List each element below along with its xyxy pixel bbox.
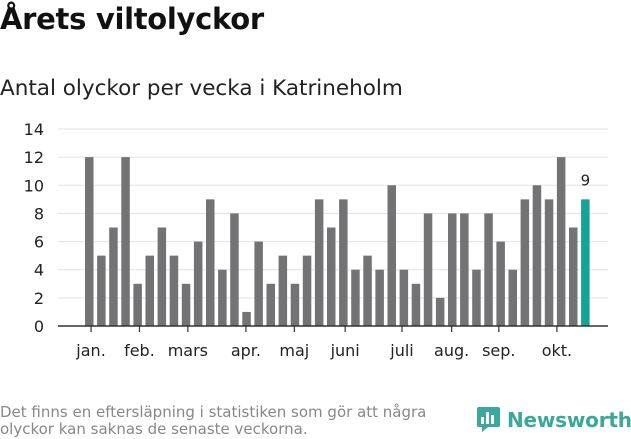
bar <box>508 269 517 326</box>
x-tick-label: mars <box>168 341 208 360</box>
bar <box>290 283 300 326</box>
x-tick-label: aug. <box>434 341 469 360</box>
bar <box>363 255 372 326</box>
newsworthy-logo-icon <box>477 407 500 432</box>
bar <box>448 213 457 326</box>
bar <box>169 255 179 326</box>
bar <box>339 199 348 326</box>
bar <box>423 213 433 326</box>
y-tick-label: 6 <box>34 233 44 252</box>
bar <box>133 283 142 326</box>
bar <box>472 269 481 326</box>
x-tick-label: maj <box>279 341 309 360</box>
bar <box>314 199 324 326</box>
bar <box>520 199 530 326</box>
bar <box>181 283 191 326</box>
bar <box>230 213 239 326</box>
bar <box>145 255 154 326</box>
x-tick-label: apr. <box>231 341 261 360</box>
bar <box>496 241 505 326</box>
y-tick-label: 0 <box>34 317 44 336</box>
bar <box>218 269 227 326</box>
bar <box>435 297 445 326</box>
bar <box>97 255 106 326</box>
y-tick-label: 4 <box>34 261 44 280</box>
bar <box>351 269 360 326</box>
bar <box>278 255 288 326</box>
x-tick-label: okt. <box>542 341 572 360</box>
bar <box>121 157 130 326</box>
bar <box>411 283 421 326</box>
x-tick-label: feb. <box>124 341 155 360</box>
bar <box>254 241 263 326</box>
bar <box>157 227 167 326</box>
bar <box>242 311 251 326</box>
x-tick-label: juli <box>389 341 413 360</box>
brand-name: Newsworthy <box>507 407 631 432</box>
brand-logo[interactable]: Newsworthy <box>476 406 631 433</box>
bar <box>484 213 493 326</box>
bar <box>532 185 542 326</box>
bar <box>556 157 566 326</box>
bar <box>399 269 409 326</box>
bar <box>266 283 275 326</box>
y-tick-label: 8 <box>34 204 44 223</box>
bar <box>375 269 384 326</box>
y-tick-label: 12 <box>24 148 44 167</box>
bar <box>206 199 215 326</box>
x-tick-label: jan. <box>75 341 105 360</box>
chart-subtitle: Antal olyckor per vecka i Katrineholm <box>0 76 403 101</box>
x-tick-label: sep. <box>482 341 515 360</box>
bar <box>460 213 469 326</box>
footnote: Det finns en eftersläpning i statistiken… <box>0 403 427 438</box>
x-tick-label: juni <box>330 341 360 360</box>
y-tick-label: 2 <box>34 289 44 308</box>
bar <box>387 185 396 326</box>
bar <box>109 227 118 326</box>
bar <box>544 199 554 326</box>
bar <box>193 241 203 326</box>
bar-chart: 0 2 4 6 8 10 12 14 9 jan. feb. mars apr. maj juni juli a… <box>24 120 608 360</box>
bar <box>85 157 94 326</box>
bar-highlight <box>581 199 590 326</box>
y-tick-label: 10 <box>24 176 44 195</box>
bar <box>327 227 336 326</box>
chart-title: Årets viltolyckor <box>0 2 264 36</box>
bar <box>302 255 312 326</box>
highlight-value-label: 9 <box>581 171 591 189</box>
bar <box>569 227 578 326</box>
y-tick-label: 14 <box>24 120 44 139</box>
